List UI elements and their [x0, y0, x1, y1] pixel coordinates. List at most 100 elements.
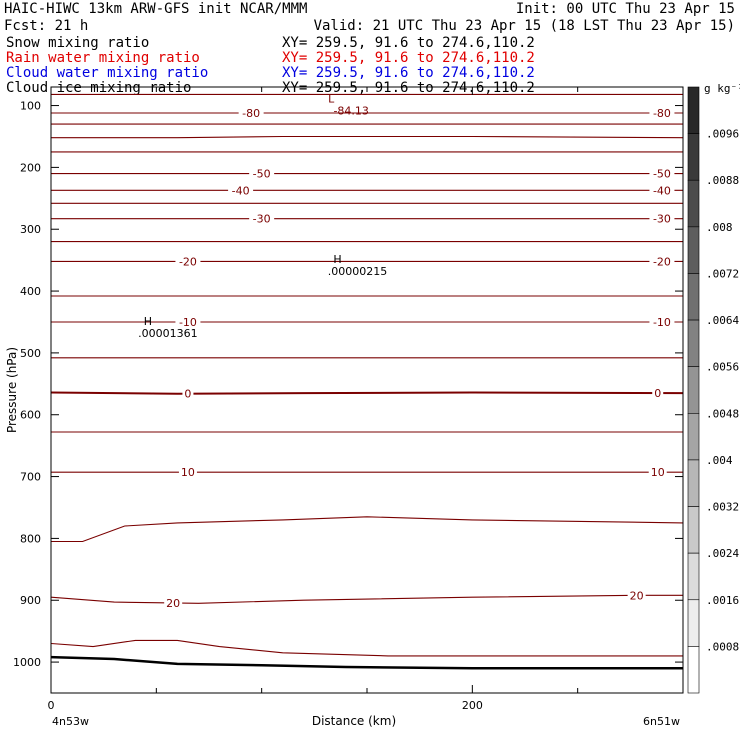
contour-label: 20 — [166, 597, 180, 610]
valid-time: Valid: 21 UTC Thu 23 Apr 15 (18 LST Thu … — [314, 18, 735, 34]
x-left-endpoint: 4n53w — [52, 715, 89, 728]
y-tick-label: 900 — [20, 594, 41, 607]
contour-label-bg — [652, 387, 664, 400]
y-tick-label: 600 — [20, 409, 41, 422]
colorbar-label: .0048 — [706, 407, 739, 420]
contour-line — [51, 639, 683, 657]
contour-label: 0 — [184, 388, 191, 401]
colorbar-swatch — [687, 86, 700, 134]
extremum-value: -84.13 — [333, 104, 368, 117]
contour-label: -80 — [242, 107, 260, 120]
contour-line — [51, 135, 683, 139]
colorbar-unit: g kg⁻¹ — [704, 82, 740, 95]
field-name: Snow mixing ratio — [6, 35, 149, 51]
x-tick-label: 200 — [462, 699, 483, 712]
colorbar-swatch — [687, 226, 700, 274]
y-tick-label: 1000 — [13, 656, 41, 669]
colorbar-label: .0024 — [706, 547, 739, 560]
y-tick-label: 200 — [20, 161, 41, 174]
colorbar-swatch — [687, 413, 700, 461]
colorbar-swatch — [687, 552, 700, 601]
colorbar-swatch — [687, 179, 700, 228]
extremum-value: .00001361 — [138, 327, 198, 340]
colorbar-label: .0032 — [706, 501, 739, 514]
plot-area: -80 -80-50 -50-40 -40-30 -30-20 -20-10 -100 010… — [13, 86, 684, 712]
init-time: Init: 00 UTC Thu 23 Apr 15 — [516, 1, 735, 17]
contour-label-bg — [649, 315, 675, 328]
field-name: Cloud ice mixing ratio — [6, 80, 191, 96]
field-legend: Snow mixing ratio XY= 259.5, 91.6 to 274.… — [6, 35, 535, 96]
contour-label-bg — [249, 212, 275, 225]
colorbar-label: .0096 — [706, 128, 739, 141]
y-axis-title: Pressure (hPa) — [5, 347, 19, 433]
y-tick-label: 700 — [20, 471, 41, 484]
extremum-marker: H — [144, 315, 152, 328]
contour-label: -20 — [179, 255, 197, 268]
contour-label-bg — [175, 315, 201, 328]
colorbar-swatch — [687, 599, 700, 647]
forecast-hour: Fcst: 21 h — [4, 18, 88, 34]
contour-label: -40 — [232, 184, 250, 197]
colorbar-swatch — [687, 459, 700, 507]
contour-line — [51, 594, 683, 604]
contour-layer — [51, 93, 683, 670]
x-right-endpoint: 6n51w — [643, 715, 680, 728]
contour-label: 0 — [654, 387, 661, 400]
extremum-marker: H — [333, 253, 341, 266]
contour-label-bg — [627, 589, 646, 602]
contour-label-bg — [648, 466, 667, 479]
contour-label-bg — [228, 184, 254, 197]
contour-label-bg — [649, 255, 675, 268]
contour-label: -20 — [653, 255, 671, 268]
field-xy: XY= 259.5, 91.6 to 274.6,110.2 — [282, 35, 535, 51]
colorbar-label: .0056 — [706, 361, 739, 374]
colorbar-swatch — [687, 506, 700, 554]
extremum-marker: L — [328, 92, 335, 105]
y-tick-label: 300 — [20, 223, 41, 236]
contour-label: -50 — [653, 168, 671, 181]
contour-label-bg — [178, 466, 197, 479]
model-title: HAIC-HIWC 13km ARW-GFS init NCAR/MMM — [4, 1, 307, 17]
colorbar-label: .004 — [706, 454, 733, 467]
contour-label-bg — [249, 167, 275, 180]
colorbar-label: .0088 — [706, 174, 739, 187]
x-tick-label: 0 — [48, 699, 55, 712]
contour-label: -10 — [179, 316, 197, 329]
colorbar-swatch — [687, 646, 700, 694]
x-axis-title: Distance (km) — [312, 714, 396, 728]
contour-label-bg — [175, 255, 201, 268]
y-tick-label: 400 — [20, 285, 41, 298]
contour-label: -50 — [253, 168, 271, 181]
contour-label-bg — [649, 212, 675, 225]
colorbar-swatch — [687, 319, 700, 367]
contour-label-bg — [649, 167, 675, 180]
colorbar-label: .0016 — [706, 594, 739, 607]
contour-label-bg — [182, 387, 194, 400]
y-tick-label: 800 — [20, 532, 41, 545]
terrain-line — [51, 655, 683, 670]
contour-label: -10 — [653, 316, 671, 329]
contour-label-bg — [164, 596, 183, 609]
contour-label: 20 — [630, 589, 644, 602]
field-xy: XY= 259.5, 91.6 to 274.6,110.2 — [282, 50, 535, 66]
contour-label: 10 — [651, 466, 665, 479]
y-tick-label: 100 — [20, 100, 41, 113]
colorbar-label: .008 — [706, 221, 733, 234]
colorbar-label: .0064 — [706, 314, 739, 327]
contour-line — [51, 391, 683, 395]
colorbar-label: .0072 — [706, 267, 739, 280]
contour-label: 10 — [181, 466, 195, 479]
header: HAIC-HIWC 13km ARW-GFS init NCAR/MMM Ini… — [4, 1, 735, 96]
field-name: Rain water mixing ratio — [6, 50, 200, 66]
field-xy: XY= 259.5, 91.6 to 274.6,110.2 — [282, 80, 535, 96]
contour-label: -30 — [653, 213, 671, 226]
extremum-value: .00000215 — [328, 265, 388, 278]
contour-label-bg — [238, 106, 264, 119]
contour-label: -30 — [253, 213, 271, 226]
field-name: Cloud water mixing ratio — [6, 65, 208, 81]
colorbar-swatch — [687, 133, 700, 181]
contour-label: -80 — [653, 107, 671, 120]
y-tick-label: 500 — [20, 347, 41, 360]
contour-label-bg — [649, 184, 675, 197]
